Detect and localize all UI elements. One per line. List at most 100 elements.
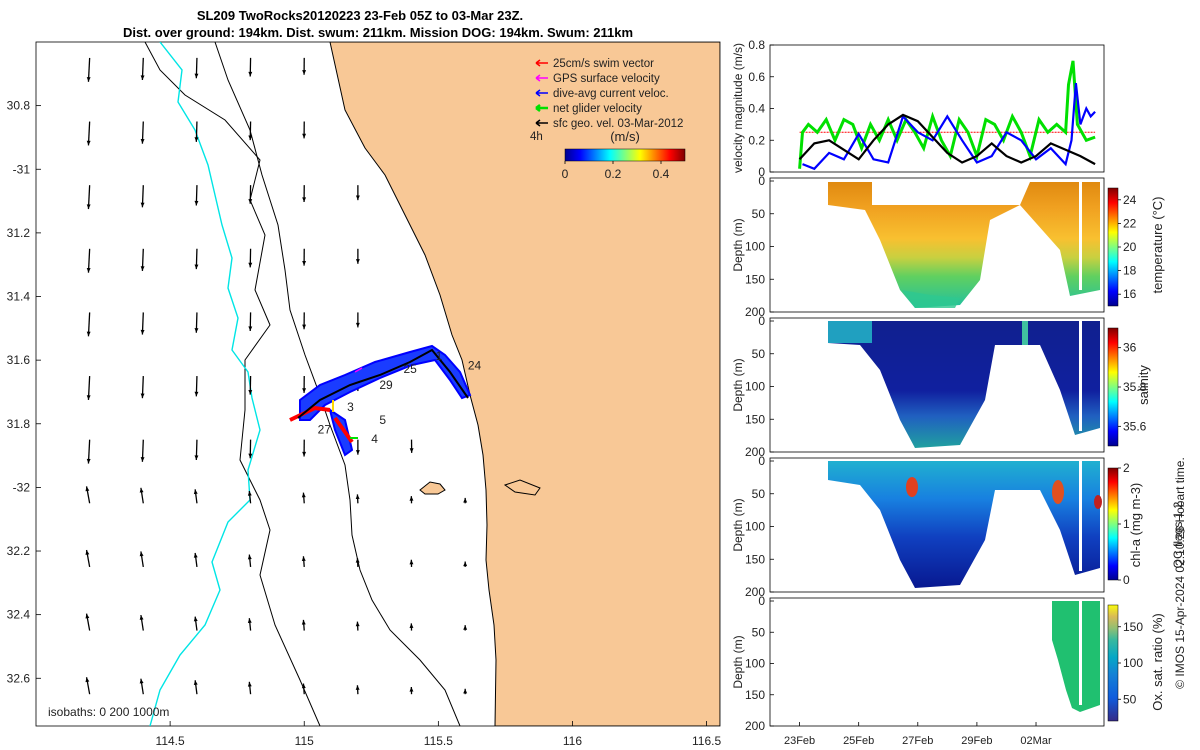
geo-velocity-arrowhead [302,388,307,393]
chla-panel: 0 50 100 150 200 Depth (m) 2 1 0 chl-a (mg m-3… [731,454,1143,599]
geo-velocity-arrowhead [194,73,199,79]
isobath-note: isobaths: 0 200 1000m [48,705,169,719]
colorbar-unit: (m/s) [610,129,640,144]
geo-velocity-arrowhead [85,486,90,492]
island-rottnest [419,481,446,495]
depth-tick-label: 50 [752,207,766,221]
map-xtick-label: 116 [563,734,582,748]
geo-velocity-arrowhead [302,260,307,266]
map-ytick-label: 31.8 [7,417,31,431]
depth-tick-label: 0 [758,174,765,188]
velocity-series-line-blue [802,82,1096,171]
swim-vector-cloud [289,405,354,444]
map-xtick-label: 114.5 [156,734,185,748]
map-ytick-label: 32.2 [7,544,31,558]
chla-ylabel: Depth (m) [731,498,745,551]
velocity-ytick-label: 0 [758,165,765,179]
time-interval-label: 4h [530,131,543,143]
map-ytick-label: 31.6 [7,353,31,367]
map-ytick-label: 31.2 [7,226,31,240]
legend-label-dive: dive-avg current veloc. [553,88,669,100]
chla-gap [1079,461,1082,571]
geo-velocity-arrowhead [194,200,199,206]
island-garden [503,479,541,496]
geo-velocity-arrowhead [409,686,414,692]
velocity-panel: 0 0.2 0.4 0.6 0.8 velocity magnitude (m/s) [731,38,1105,179]
geo-velocity-arrowhead [140,329,145,335]
geo-velocity-arrowhead [463,561,468,567]
day-label: 25 [403,362,417,376]
salinity-colorbar-ticks: 36 35.8 35.6 [1118,341,1147,433]
temperature-field [828,182,1100,308]
geo-velocity-arrowhead [248,71,253,77]
land-area [329,42,720,726]
cbar-tick-label: 1 [1123,517,1130,531]
geo-velocity-arrowhead [248,326,253,332]
geo-velocity-arrowhead [140,266,145,271]
geo-velocity-arrowhead [86,140,91,146]
salinity-cbar-label: salinity [1136,365,1151,405]
depth-tick-label: 0 [758,594,765,608]
depth-tick-label: 100 [745,380,765,394]
oxygen-field [1052,601,1100,712]
geo-velocity-arrowhead [247,490,252,496]
depth-tick-label: 150 [745,552,765,566]
chla-colorbar [1107,467,1119,581]
map-ytick-label: -31 [13,162,31,176]
geo-velocity-arrowhead [247,554,252,560]
geo-velocity-arrowhead [355,259,360,264]
velocity-ytick-label: 0.4 [748,102,765,116]
chla-bloom-3 [1094,495,1102,509]
geo-velocity-arrowhead [140,457,145,462]
geo-velocity-arrowhead [139,678,144,684]
velocity-ytick-label: 0.8 [748,38,765,52]
temperature-ticks: 0 50 100 150 200 [745,174,774,319]
velocity-ytick-label: 0.2 [748,133,765,147]
geo-velocity-arrowhead [355,322,360,328]
map-xtick-label: 115 [295,734,314,748]
geostrophic-velocity-field [85,57,468,695]
salinity-colorbar [1107,327,1119,447]
geo-velocity-arrowhead [86,395,91,400]
geo-velocity-arrowhead [85,613,90,619]
title-line-1: SL209 TwoRocks20120223 23-Feb 05Z to 03-… [197,8,523,23]
geo-velocity-arrowhead [86,331,91,337]
day-label: 1 [436,349,443,363]
isobath-0m [214,42,461,726]
depth-tick-label: 50 [752,487,766,501]
depth-tick-label: 100 [745,520,765,534]
salinity-patch-2 [1022,321,1028,345]
cbar-tick-label: 35.8 [1123,380,1147,394]
map-ytick-label: 32.6 [7,671,31,685]
salinity-gap [1079,321,1082,431]
geo-velocity-arrowhead [301,619,306,625]
geo-velocity-arrowhead [194,264,199,270]
geo-velocity-arrowhead [355,195,360,201]
glider-track [289,344,472,457]
map-cbar-tick-label: 0.4 [653,167,670,181]
velocity-ticks: 0 0.2 0.4 0.6 0.8 [748,38,774,179]
legend-label-gps: GPS surface velocity [553,73,660,85]
geo-velocity-arrowhead [409,559,414,565]
geo-velocity-arrowhead [86,204,91,210]
depth-tick-label: 200 [745,719,765,733]
geo-velocity-arrowhead [302,70,307,75]
legend-label-geo: sfc geo. vel. 03-Mar-2012 [553,118,683,130]
cbar-tick-label: 50 [1123,692,1137,706]
geo-velocity-arrowhead [140,393,145,399]
depth-tick-label: 0 [758,454,765,468]
time-axis-ticks: 23Feb 25Feb 27Feb 29Feb 02Mar [784,722,1052,747]
geo-velocity-arrowhead [139,487,144,493]
chla-bloom-1 [906,477,918,497]
geo-velocity-arrowhead [86,267,91,273]
day-label: 27 [318,422,332,436]
oxygen-cbar-label: Ox. sat. ratio (%) [1150,613,1165,711]
chla-cbar-label: chl-a (mg m-3) [1128,483,1143,568]
geo-velocity-arrowhead [194,328,199,333]
map-cbar-tick-label: 0 [562,167,569,181]
geo-velocity-arrowhead [463,625,468,630]
geo-velocity-arrowhead [194,137,199,142]
time-tick-label: 27Feb [902,735,933,747]
geo-velocity-arrowhead [248,199,253,204]
